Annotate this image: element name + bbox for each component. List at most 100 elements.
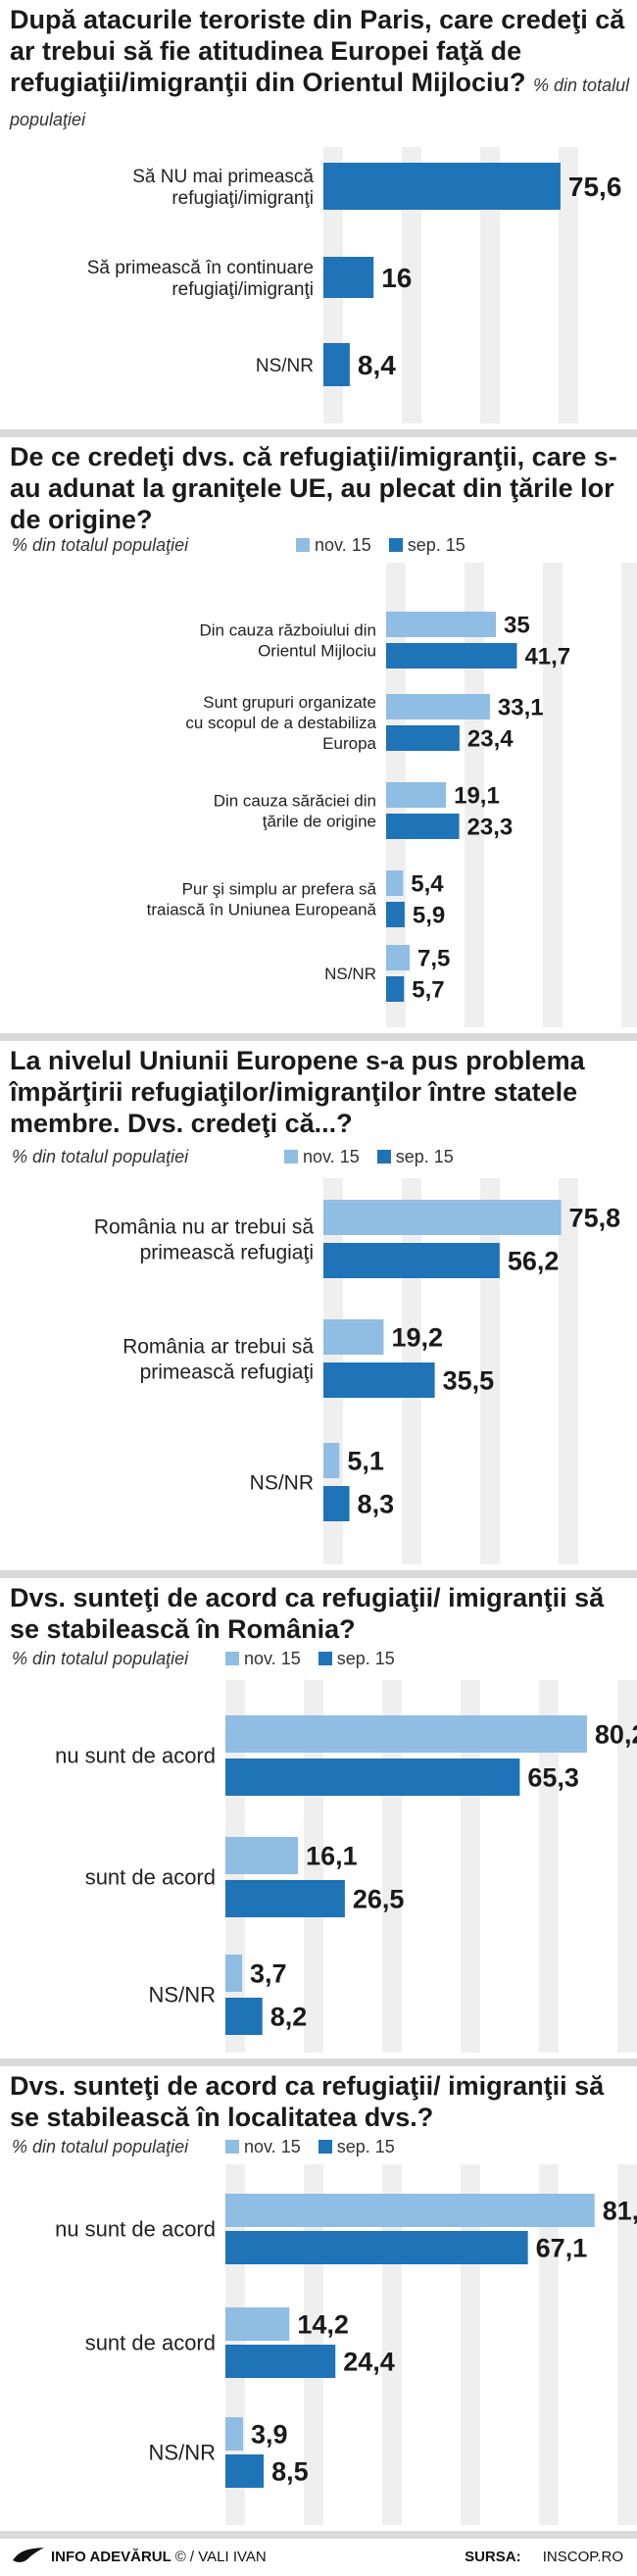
chart-legend-5: nov. 15 sep. 15 [225,2137,395,2157]
category-label: nu sunt de acord [55,2217,216,2242]
gridline-stripe [539,2164,559,2525]
legend-item-sep: sep. 15 [318,2137,395,2157]
value-label-sep: 65,3 [527,1763,579,1793]
chart-title-1: După atacurile teroriste din Paris, care… [10,5,630,129]
bar-sep [225,1880,345,1917]
value-label-sep: 8,3 [358,1490,395,1519]
chart-panel-3: 75,8 56,2 România nu ar trebui să primească… [0,1041,637,1570]
chart-svg-5: 81,9 67,1 nu sunt de acord 14,2 24,4 sunt de … [55,2164,637,2525]
bar-nov [225,1837,299,1874]
value-label-nov: 19,1 [454,783,500,810]
gridline-stripe [543,563,563,1027]
chart-panel-5: 81,9 67,1 nu sunt de acord 14,2 24,4 sunt de … [0,2066,637,2531]
chart-subtitle-1: % din totalul populaţiei [10,75,630,129]
bar-sep [386,643,517,669]
eagle-logo-icon [13,2548,44,2562]
value-label-nov: 80,2 [595,1720,637,1750]
bar-sep [323,1362,435,1398]
footer-brand: INFO ADEVĂRUL [51,2549,172,2565]
footer: INFO ADEVĂRUL © / VALI IVAN SURSA: INSCO… [0,2539,637,2576]
value-label-nov: 3,7 [250,1959,287,1989]
value-label-nov: 35 [504,613,530,639]
chart-svg-3: 75,8 56,2 România nu ar trebui să primească… [94,1178,621,1564]
bar-nov [323,1319,384,1355]
bar-nov [225,2417,243,2451]
category-label: ţările de origine [263,812,376,830]
category-label: traiască în Uniunea Europeană [147,900,377,918]
chart-svg-1: 75,6Să NU mai primeascărefugiaţi/imigran… [87,147,622,423]
value-label-nov: 5,4 [411,871,444,898]
value-label-sep: 8,2 [270,2003,308,2032]
bar-sep [386,725,460,751]
value-label-nov: 14,2 [297,2310,349,2340]
footer-source-label: SURSA: [465,2549,521,2565]
value-label-sep: 35,5 [443,1366,495,1396]
legend-item-sep: sep. 15 [376,1147,454,1167]
chart-title-3: La nivelul Uniunii Europene s-a pus prob… [10,1046,585,1138]
chart-svg-4: 80,2 65,3 nu sunt de acord 16,1 26,5 sunt de … [55,1680,637,2053]
category-label: Orientul Mijlociu [258,641,376,660]
category-label: refugiaţi/imigranţi [172,188,314,209]
gridline-stripe [617,2164,637,2525]
category-label: cu scopul de a destabiliza [185,714,376,732]
gridline-stripe [480,147,500,423]
bar [323,343,350,386]
category-label: nu sunt de acord [55,1744,216,1768]
footer-credit: © / VALI IVAN [174,2549,267,2565]
chart-panel-1: 75,6 Să NU mai primească refugiaţi/imigran… [0,0,637,429]
chart-title-5: Dvs. sunteţi de acord ca refugiaţii/ imi… [10,2071,605,2132]
chart-title-4: Dvs. sunteţi de acord ca refugiaţii/ imi… [10,1583,605,1644]
value-label: 16 [381,263,412,293]
bar-nov [323,1200,562,1235]
bar-sep [323,1486,350,1521]
gridline-stripe [465,563,484,1027]
value-label-sep: 5,9 [413,903,445,929]
bar-sep [225,2454,265,2488]
legend-item-nov: nov. 15 [284,1147,360,1167]
chart-panel-4: 80,2 65,3 nu sunt de acord 16,1 26,5 sunt de … [0,1578,637,2058]
value-label-nov: 75,8 [569,1204,621,1233]
gridline-stripe [617,1680,637,2053]
bar [323,163,561,210]
footer-source-value: INSCOP.RO [542,2549,623,2565]
bar-sep [323,1243,500,1278]
gridline-stripe [621,563,637,1027]
bar-sep [225,2231,528,2264]
value-label: 75,6 [568,172,622,202]
bar-nov [386,782,447,808]
bar-nov [386,945,410,970]
bar-nov [225,2307,290,2341]
category-label: Din cauza războiului din [200,620,377,639]
category-label: Pur şi simplu ar prefera să [182,879,377,898]
category-label: sunt de acord [85,2331,216,2355]
category-label: Europa [322,734,376,753]
value-label-sep: 56,2 [508,1247,560,1276]
category-label: NS/NR [324,965,376,983]
bar-sep [386,814,460,839]
chart-legend-3: nov. 15 sep. 15 [284,1147,454,1167]
chart-title-2: De ce credeţi dvs. că refugiaţii/imigran… [10,442,617,534]
category-label: Să NU mai primească [132,167,314,187]
category-label: NS/NR [149,1983,216,2007]
value-label-sep: 8,5 [271,2457,309,2487]
category-label: primească refugiaţi [140,1361,314,1383]
chart-svg-2: 35 41,7 Din cauza războiului din Orientul M… [147,563,637,1027]
chart-subtitle-5: % din totalul populaţiei [12,2137,189,2156]
category-label: Sunt grupuri organizate [203,693,376,712]
category-label: refugiaţi/imigranţi [172,279,314,300]
value-label-nov: 81,9 [603,2197,637,2226]
bar-nov [386,694,490,719]
value-label-sep: 23,3 [467,815,514,841]
legend-item-sep: sep. 15 [388,535,466,556]
value-label-sep: 67,1 [536,2234,588,2263]
chart-legend-2: nov. 15 sep. 15 [296,535,466,556]
category-label: Din cauza sărăciei din [214,791,376,810]
value-label-sep: 24,4 [343,2348,395,2377]
value-label-sep: 5,7 [412,977,444,1004]
category-label: NS/NR [250,1471,314,1494]
legend-item-nov: nov. 15 [225,2137,301,2157]
bar [323,257,374,298]
bar-sep [225,2345,336,2378]
gridline-stripe [539,1680,559,2053]
bar-nov [386,612,496,637]
